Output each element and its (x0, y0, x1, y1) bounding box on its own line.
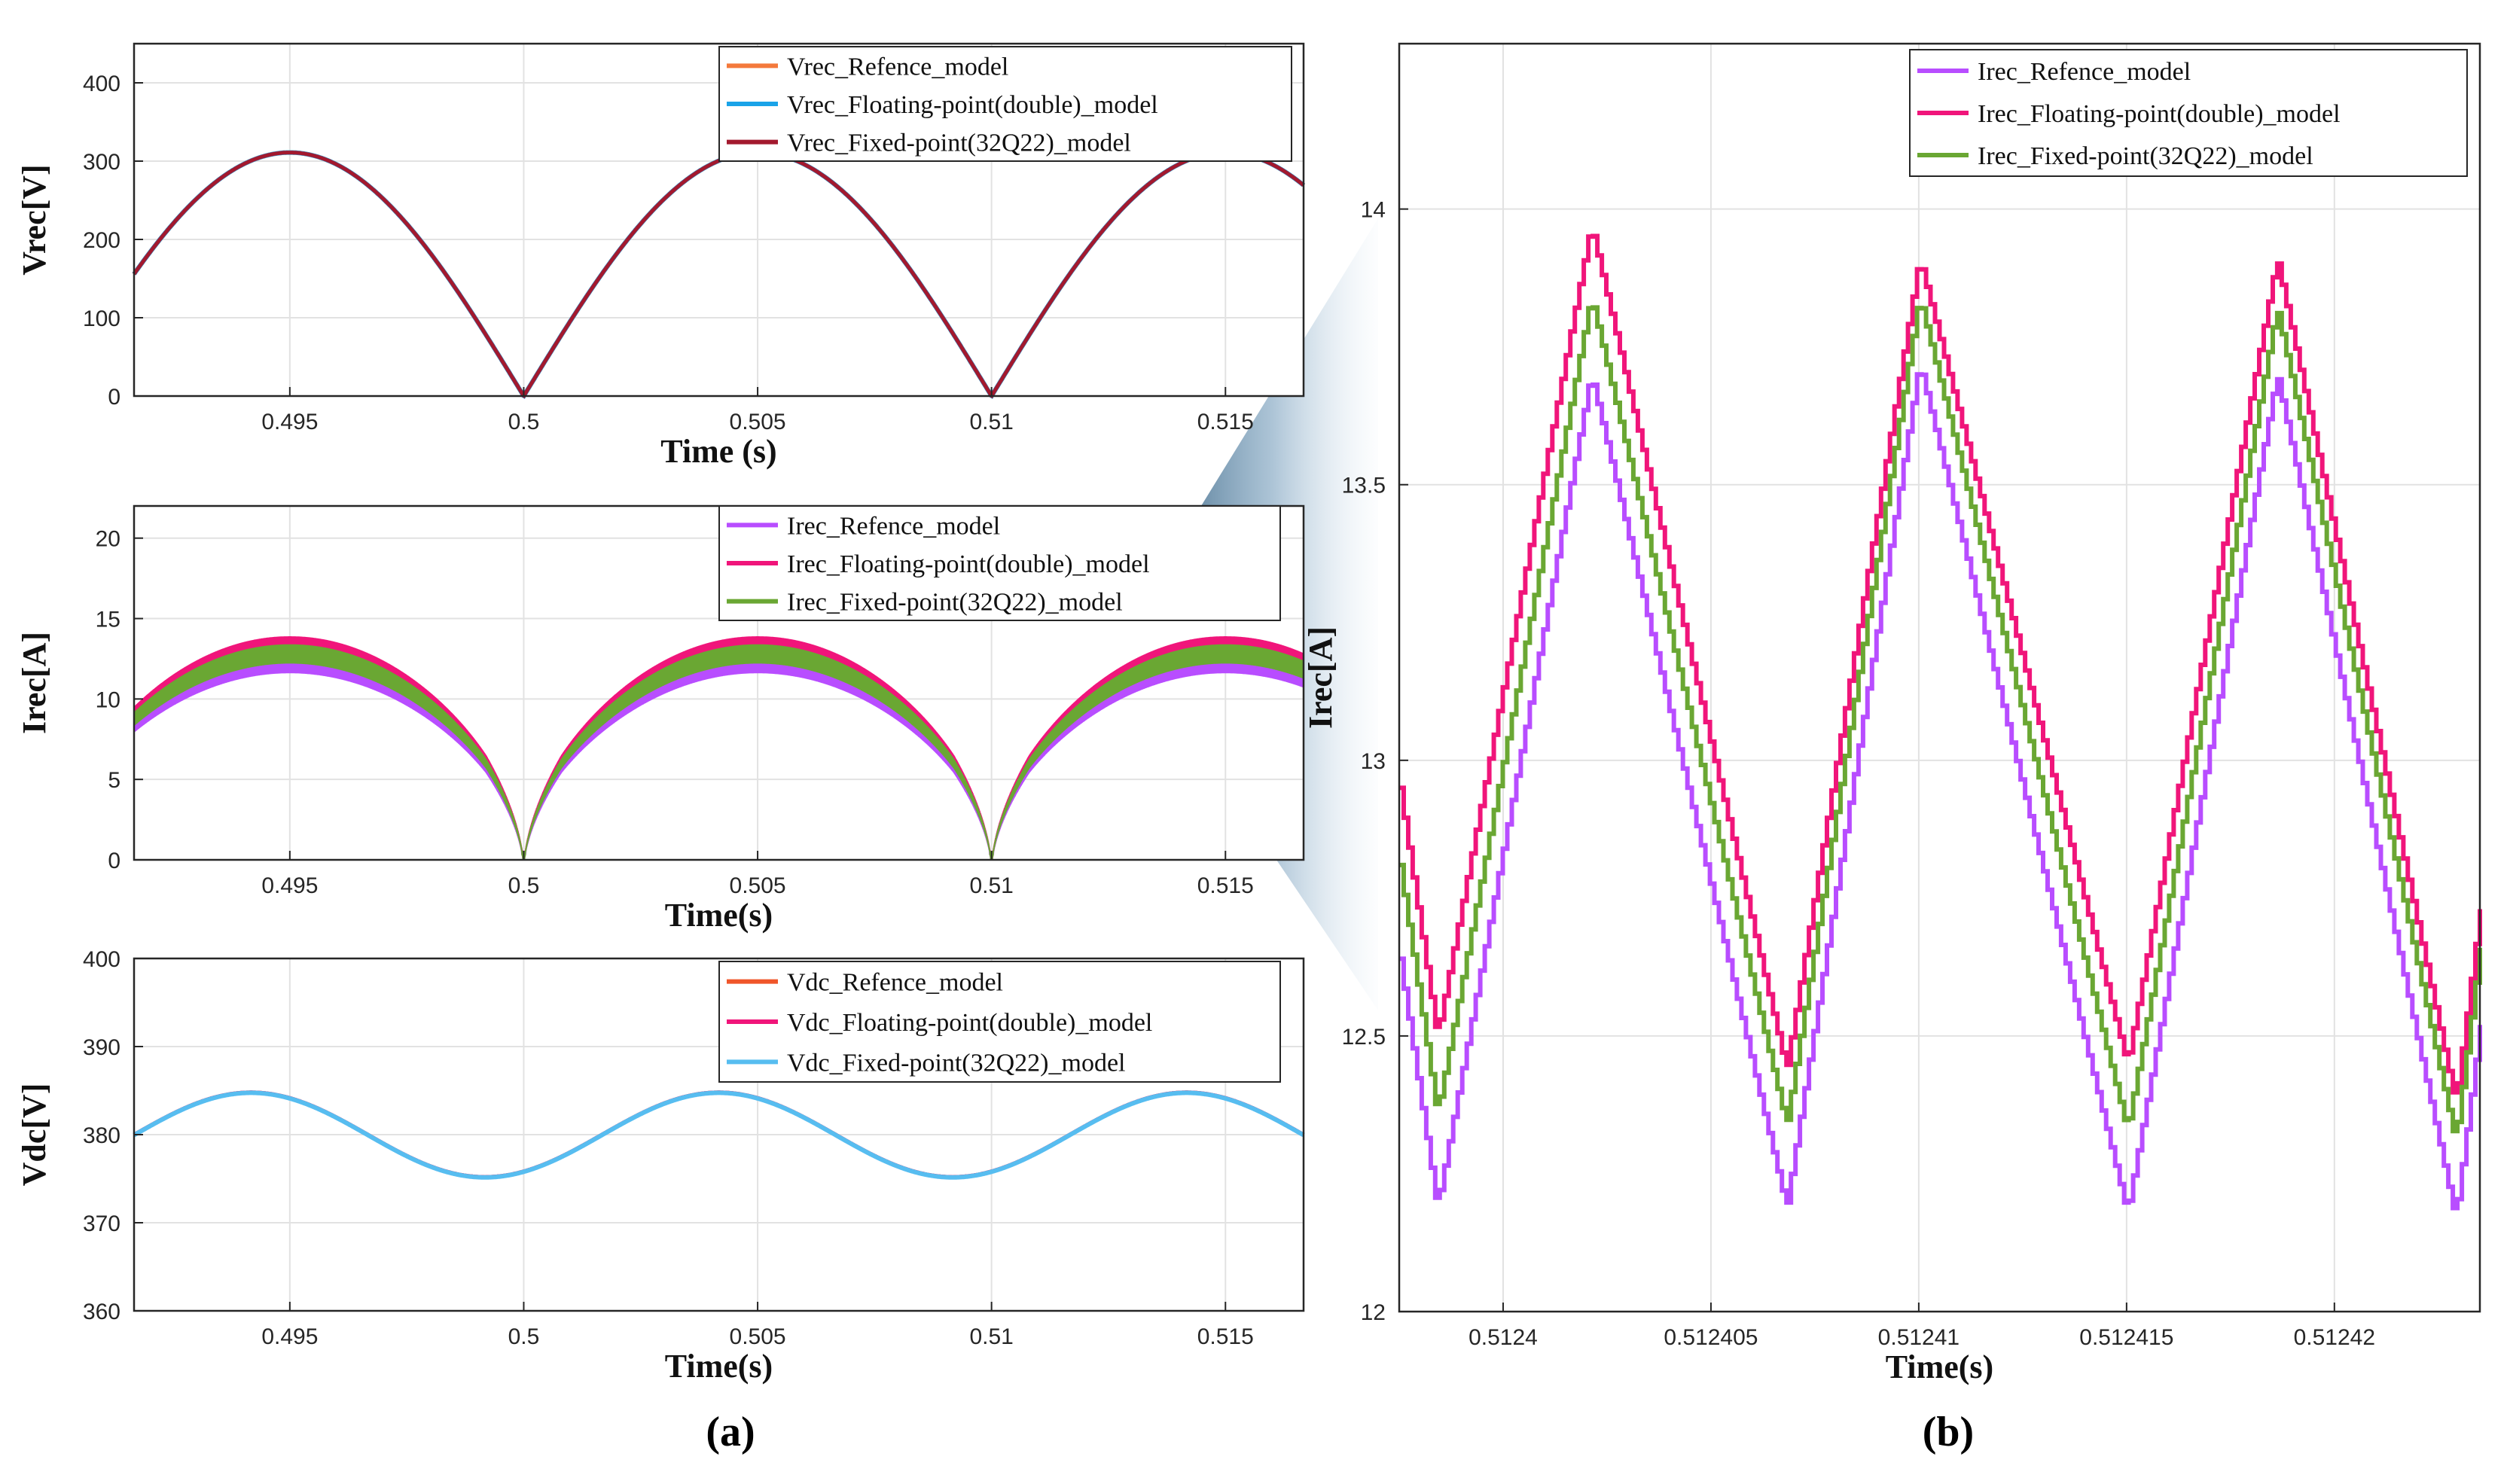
y-tick-label: 15 (96, 608, 120, 632)
ticks: 0.495 0.5 0.505 0.51 0.515 360 370 380 390 400 (83, 947, 1254, 1349)
legend-label-1: Irec_Refence_model (1978, 58, 2191, 86)
x-tick-label: 0.515 (1197, 410, 1254, 434)
legend: Vrec_Refence_model Vrec_Floating-point(do… (718, 46, 1292, 162)
panel-vrec: 0.495 0.5 0.505 0.51 0.515 0 100 200 300 400 Time … (16, 42, 1306, 470)
y-tick-label: 10 (96, 687, 120, 712)
series-line-2 (1399, 233, 2482, 1095)
x-axis-label: Time(s) (665, 897, 773, 934)
series-line-3 (1399, 305, 2482, 1134)
legend-box (718, 961, 1281, 1083)
y-axis-label: Vdc[V] (16, 1083, 53, 1187)
x-axis-label: Time (s) (660, 433, 776, 470)
ticks: 0.5124 0.512405 0.51241 0.512415 0.51242 12 12… (1342, 198, 2375, 1350)
plot-area (1399, 44, 2480, 1312)
ticks: 0.495 0.5 0.505 0.51 0.515 0 5 10 15 20 (96, 527, 1254, 898)
x-tick-label: 0.505 (730, 873, 786, 898)
x-tick-label: 0.495 (261, 1324, 318, 1349)
x-tick-label: 0.505 (730, 1324, 786, 1349)
x-tick-label: 0.495 (261, 410, 318, 434)
x-tick-label: 0.495 (261, 873, 318, 898)
y-tick-label: 400 (83, 72, 120, 96)
legend-label-3: Irec_Fixed-point(32Q22)_model (787, 589, 1123, 617)
y-tick-label: 370 (83, 1211, 120, 1236)
y-tick-label: 14 (1361, 198, 1386, 223)
legend-label-1: Vrec_Refence_model (787, 53, 1008, 81)
series-group (133, 1090, 1305, 1180)
panel-label-b: (b) (1923, 1409, 1974, 1455)
legend: Irec_Refence_model Irec_Floating-point(do… (718, 505, 1281, 621)
legend-label-2: Irec_Floating-point(double)_model (1978, 100, 2341, 128)
x-tick-label: 0.51241 (1878, 1325, 1960, 1350)
y-tick-label: 0 (108, 849, 120, 873)
x-tick-label: 0.51242 (2294, 1325, 2375, 1350)
y-axis-label: Irec[A] (1302, 626, 1339, 729)
ticks: 0.495 0.5 0.505 0.51 0.515 0 100 200 300 400 (83, 72, 1254, 434)
series-line-2 (133, 635, 1304, 861)
y-tick-label: 400 (83, 947, 120, 972)
series-line-3 (133, 1090, 1305, 1180)
y-tick-label: 13 (1361, 749, 1386, 774)
panel-irec-zoom: 0.5124 0.512405 0.51241 0.512415 0.51242 12 12… (1302, 42, 2482, 1385)
x-tick-label: 0.5 (508, 410, 540, 434)
y-tick-label: 200 (83, 228, 120, 253)
series-group (1399, 233, 2482, 1211)
panel-vdc: 0.495 0.5 0.505 0.51 0.515 360 370 380 390 400 Tim… (16, 947, 1305, 1385)
y-axis-label: Vrec[V] (16, 164, 53, 275)
y-tick-label: 100 (83, 306, 120, 331)
x-tick-label: 0.51 (969, 873, 1013, 898)
y-tick-label: 5 (108, 768, 120, 793)
y-tick-label: 12.5 (1342, 1025, 1386, 1050)
y-tick-label: 20 (96, 527, 120, 552)
panel-irec: 0.495 0.5 0.505 0.51 0.515 0 5 10 15 20 Time(s) Ire… (16, 504, 1305, 934)
series-line-1 (1399, 372, 2482, 1211)
legend-label-3: Vrec_Fixed-point(32Q22)_model (787, 130, 1131, 157)
series-group (133, 635, 1304, 861)
x-tick-label: 0.515 (1197, 1324, 1254, 1349)
y-tick-label: 390 (83, 1035, 120, 1060)
x-axis-label: Time(s) (1886, 1348, 1993, 1385)
y-tick-label: 380 (83, 1123, 120, 1148)
x-tick-label: 0.51 (969, 1324, 1013, 1349)
y-tick-label: 12 (1361, 1300, 1386, 1325)
y-tick-label: 13.5 (1342, 474, 1386, 498)
panel-label-a: (a) (706, 1409, 755, 1455)
x-tick-label: 0.512415 (2079, 1325, 2173, 1350)
axes-frame (1398, 42, 2481, 1313)
y-tick-label: 360 (83, 1300, 120, 1324)
series-line-3 (133, 644, 1304, 861)
axes-frame (133, 42, 1305, 398)
y-tick-label: 0 (108, 385, 120, 410)
legend-label-1: Vdc_Refence_model (787, 969, 1003, 997)
x-tick-label: 0.515 (1197, 873, 1254, 898)
x-tick-label: 0.5 (508, 1324, 540, 1349)
legend-label-2: Irec_Floating-point(double)_model (787, 550, 1150, 578)
x-tick-label: 0.505 (730, 410, 786, 434)
y-tick-label: 300 (83, 150, 120, 175)
legend: Vdc_Refence_model Vdc_Floating-point(doub… (718, 961, 1281, 1083)
legend-label-3: Vdc_Fixed-point(32Q22)_model (787, 1049, 1126, 1077)
x-tick-label: 0.5 (508, 873, 540, 898)
legend-box (1909, 49, 2468, 177)
x-tick-label: 0.512405 (1664, 1325, 1758, 1350)
x-tick-label: 0.51 (969, 410, 1013, 434)
x-axis-label: Time(s) (665, 1348, 773, 1385)
legend-label-1: Irec_Refence_model (787, 512, 1000, 540)
legend-label-3: Irec_Fixed-point(32Q22)_model (1978, 142, 2313, 170)
x-tick-label: 0.5124 (1468, 1325, 1538, 1350)
legend-box (718, 46, 1292, 162)
legend-label-2: Vdc_Floating-point(double)_model (787, 1009, 1152, 1037)
legend-label-2: Vrec_Floating-point(double)_model (787, 91, 1158, 119)
legend-box (718, 505, 1281, 621)
legend: Irec_Refence_model Irec_Floating-point(do… (1909, 49, 2468, 177)
y-axis-label: Irec[A] (16, 632, 53, 734)
